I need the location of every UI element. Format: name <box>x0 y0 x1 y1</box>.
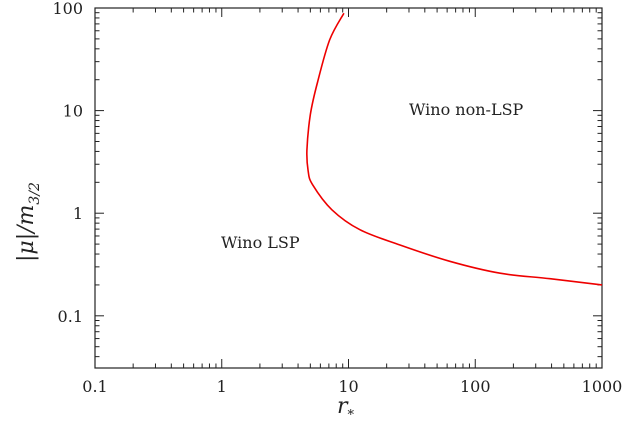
boundary-curve <box>306 12 603 286</box>
x-tick-label: 10 <box>338 377 358 396</box>
region-label-wino-lsp: Wino LSP <box>221 233 300 252</box>
x-axis-label: r* <box>337 394 355 423</box>
x-tick-label: 1 <box>217 377 227 396</box>
y-tick-label: 0.1 <box>58 307 83 326</box>
region-label-wino-non-lsp: Wino non-LSP <box>409 100 524 119</box>
y-axis-label: |μ|/m3/2 <box>14 182 43 262</box>
y-tick-label: 10 <box>63 102 83 121</box>
svg-text:|μ|/m3/2: |μ|/m3/2 <box>14 182 43 262</box>
minor-ticks <box>95 8 602 368</box>
y-tick-label: 1 <box>73 204 83 223</box>
y-axis-tick-labels: 0.1 1 10 100 <box>52 0 83 326</box>
x-axis-tick-labels: 0.1 1 10 100 1000 <box>82 377 622 396</box>
x-tick-label: 0.1 <box>82 377 107 396</box>
y-tick-label: 100 <box>52 0 83 18</box>
major-ticks <box>94 7 603 368</box>
plot-frame <box>94 7 603 369</box>
x-tick-label: 1000 <box>582 377 623 396</box>
x-tick-label: 100 <box>460 377 491 396</box>
